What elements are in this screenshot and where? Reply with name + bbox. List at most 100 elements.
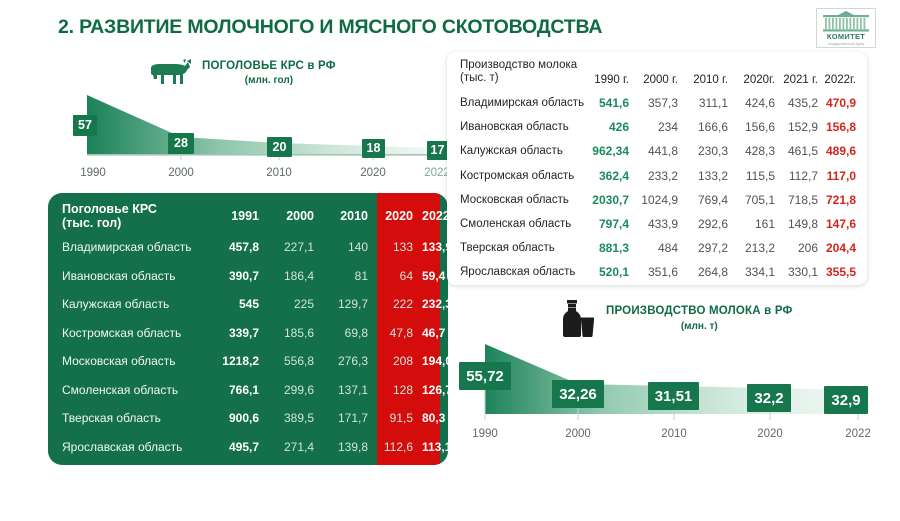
milk-cell: 881,3 (598, 241, 629, 256)
krs-xlabel-2010: 2010 (266, 167, 292, 179)
krs-table-grid: Поголовье КРС (тыс. гол) 1991 2000 2010 … (48, 193, 448, 461)
krs-funnel-shape (87, 95, 439, 160)
krs-cell: 556,8 (283, 354, 314, 369)
table-row: Смоленская область 766,1 299,6 137,1 128… (48, 376, 448, 405)
milk-region: Смоленская область (460, 218, 572, 231)
krs-region: Московская область (62, 354, 176, 369)
milk-cell: 718,5 (787, 192, 818, 207)
table-row: Тверская область 881,3 484 297,2 213,2 2… (447, 236, 867, 260)
krs-chart-header: ПОГОЛОВЬЕ КРС в РФ (млн. гол) (147, 57, 336, 88)
milk-xlabel-2022: 2022 (845, 428, 871, 440)
krs-region: Смоленская область (62, 382, 179, 397)
krs-cell: 227,1 (283, 240, 314, 255)
milk-cell: 962,34 (592, 144, 629, 159)
krs-value-1990: 57 (73, 115, 97, 136)
krs-cell: 208 (392, 354, 413, 369)
milk-col-2020: 2020г. (743, 74, 775, 86)
milk-cell-2022: 470,9 (825, 96, 856, 111)
krs-header-line1: Поголовье КРС (62, 202, 157, 216)
milk-cell: 357,3 (647, 96, 678, 111)
milk-cell: 541,6 (598, 96, 629, 111)
milk-col-2000: 2000 г. (643, 74, 678, 86)
table-row: Ярославская область 520,1 351,6 264,8 33… (447, 260, 867, 284)
krs-cell: 1218,2 (222, 354, 259, 369)
krs-value-2000: 28 (168, 133, 194, 154)
krs-cell: 129,7 (337, 297, 368, 312)
milk-value-2022: 32,9 (824, 386, 868, 414)
krs-cell-2022: 59,4 (422, 268, 446, 283)
krs-cell: 112,6 (383, 439, 413, 454)
krs-cell-2022: 46,7 (422, 325, 446, 340)
milk-production-table: Производство молока (тыс. т) 1990 г. 200… (447, 52, 867, 285)
krs-cell: 186,4 (283, 268, 314, 283)
krs-cell: 299,6 (283, 382, 314, 397)
krs-cell: 766,1 (228, 382, 259, 397)
krs-table-header-row: Поголовье КРС (тыс. гол) 1991 2000 2010 … (48, 193, 448, 233)
milk-cell-2022: 156,8 (825, 120, 856, 135)
krs-cell-2022: 232,3 (422, 297, 448, 312)
krs-cell: 137,1 (337, 382, 368, 397)
milk-chart-title-block: ПРОИЗВОДСТВО МОЛОКА в РФ (млн. т) (606, 300, 793, 333)
milk-cell: 428,3 (744, 144, 775, 159)
milk-cell: 705,1 (744, 192, 775, 207)
milk-value-2020: 32,2 (747, 384, 791, 412)
milk-cell-2022: 489,6 (825, 144, 856, 159)
krs-value-2022: 17 (427, 141, 448, 160)
krs-cell: 171,7 (337, 411, 368, 426)
krs-region: Калужская область (62, 297, 170, 312)
milk-cell: 520,1 (598, 265, 629, 280)
krs-cell: 91,5 (389, 411, 413, 426)
cow-icon (151, 59, 191, 84)
krs-col-2022: 2022 (422, 209, 448, 223)
krs-cell: 133 (392, 240, 413, 255)
milk-cell: 230,3 (697, 144, 728, 159)
table-row: Ивановская область 390,7 186,4 81 64 59,… (48, 262, 448, 291)
krs-cell: 47,8 (389, 325, 413, 340)
krs-cell-2022: 80,3 (422, 411, 446, 426)
milk-value-2000: 32,26 (552, 380, 604, 408)
krs-xlabel-1990: 1990 (80, 167, 106, 179)
krs-cell: 276,3 (337, 354, 368, 369)
krs-2022-highlight-column (377, 193, 440, 465)
krs-xlabel-2020: 2020 (360, 167, 386, 179)
milk-region: Ярославская область (460, 266, 576, 279)
milk-chart-unit: (млн. т) (680, 321, 718, 332)
table-row: Тверская область 900,6 389,5 171,7 91,5 … (48, 404, 448, 433)
milk-production-chart: ПРОИЗВОДСТВО МОЛОКА в РФ (млн. т) (450, 300, 871, 450)
krs-region: Ярославская область (62, 439, 183, 454)
krs-region: Тверская область (62, 411, 161, 426)
krs-cell: 185,6 (283, 325, 314, 340)
milk-cell: 769,4 (697, 192, 728, 207)
table-row: Калужская область 962,34 441,8 230,3 428… (447, 139, 867, 163)
krs-cell: 64 (399, 268, 413, 283)
milk-cell: 115,5 (745, 168, 775, 183)
milk-cell: 292,6 (697, 217, 728, 232)
milk-xlabel-2000: 2000 (565, 428, 591, 440)
krs-col-2010: 2010 (340, 209, 368, 223)
milk-cell: 206 (797, 241, 818, 256)
milk-chart-header: ПРОИЗВОДСТВО МОЛОКА в РФ (млн. т) (560, 300, 793, 338)
table-row: Калужская область 545 225 129,7 222 232,… (48, 290, 448, 319)
krs-cell-2022: 194,0 (422, 354, 448, 369)
milk-cell: 149,8 (787, 217, 818, 232)
krs-cell: 271,4 (283, 439, 314, 454)
table-row: Костромская область 339,7 185,6 69,8 47,… (48, 319, 448, 348)
krs-cell-2022: 133,9 (422, 240, 448, 255)
milk-cell: 161 (754, 217, 775, 232)
milk-region: Тверская область (460, 242, 555, 255)
krs-xlabel-2022: 2022 (424, 167, 450, 179)
krs-livestock-table: Поголовье КРС (тыс. гол) 1991 2000 2010 … (48, 193, 448, 465)
milk-cell: 166,6 (697, 120, 728, 135)
milk-col-1990: 1990 г. (594, 74, 629, 86)
krs-value-2010: 20 (267, 137, 292, 157)
milk-table-grid: Производство молока (тыс. т) 1990 г. 200… (447, 52, 867, 285)
krs-cell: 128 (392, 382, 413, 397)
milk-cell-2022: 721,8 (825, 192, 856, 207)
krs-region: Владимирская область (62, 240, 192, 255)
logo-subtitle: Государственной Думы (827, 41, 865, 46)
krs-cell: 222 (392, 297, 413, 312)
milk-header-line2: (тыс. т) (460, 71, 499, 84)
page-title: 2. РАЗВИТИЕ МОЛОЧНОГО И МЯСНОГО СКОТОВОД… (58, 16, 603, 38)
milk-table-header-label: Производство молока (тыс. т) (447, 52, 582, 91)
milk-cell: 334,1 (744, 265, 775, 280)
